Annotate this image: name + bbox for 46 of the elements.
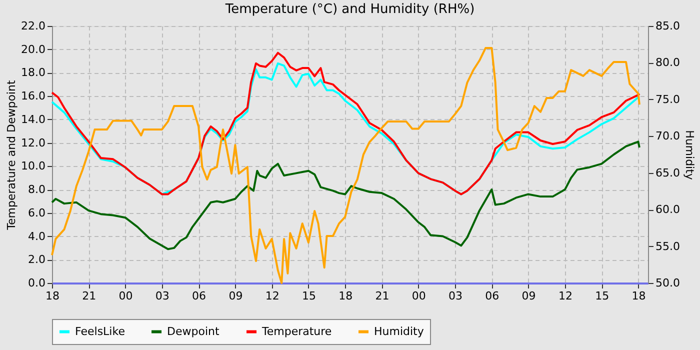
- y-axis-title: Temperature and Dewpoint: [5, 79, 18, 231]
- x-tick-label: 21: [375, 290, 390, 302]
- y2-axis-title: Humidity: [682, 130, 696, 180]
- y2-tick-label: 55.0: [656, 240, 680, 253]
- y-tick-label: 22.0: [21, 20, 46, 32]
- x-tick-label: 06: [485, 290, 500, 302]
- legend-label: Dewpoint: [167, 324, 220, 338]
- x-tick-label: 03: [448, 290, 463, 302]
- y-tick-label: 8.0: [28, 183, 46, 196]
- y-tick-label: 6.0: [28, 206, 46, 220]
- x-tick-label: 15: [302, 290, 316, 302]
- legend-label: Temperature: [261, 324, 332, 338]
- x-tick-label: 18: [632, 290, 646, 302]
- x-tick-label: 09: [522, 290, 536, 302]
- x-tick-label: 03: [155, 290, 170, 302]
- y-tick-label: 18.0: [21, 66, 46, 80]
- y2-tick-label: 75.0: [656, 92, 680, 106]
- x-tick-label: 06: [192, 290, 206, 302]
- x-tick-label: 00: [412, 290, 426, 302]
- x-tick-label: 09: [228, 290, 243, 302]
- y-tick-label: 4.0: [28, 230, 46, 243]
- y2-tick-label: 80.0: [656, 56, 680, 70]
- y2-tick-label: 65.0: [656, 166, 680, 180]
- y2-tick-label: 70.0: [656, 130, 680, 143]
- x-tick-label: 00: [118, 290, 133, 302]
- x-tick-label: 18: [338, 290, 353, 302]
- y-tick-label: 12.0: [21, 136, 46, 150]
- y-tick-label: 0.0: [28, 276, 46, 290]
- y2-tick-label: 85.0: [656, 20, 680, 32]
- x-tick-label: 12: [265, 290, 280, 302]
- y-tick-label: 14.0: [21, 112, 46, 126]
- line-series: [51, 140, 640, 250]
- y-tick-label: 10.0: [21, 160, 46, 173]
- y-tick-label: 20.0: [21, 42, 46, 56]
- line-series: [51, 47, 640, 284]
- legend-label: Humidity: [374, 324, 424, 338]
- y-tick-label: 2.0: [28, 253, 46, 266]
- x-tick-label: 15: [595, 290, 610, 302]
- legend-label: FeelsLike: [75, 324, 126, 338]
- y2-tick-label: 50.0: [656, 276, 680, 290]
- chart-title: Temperature (°C) and Humidity (RH%): [224, 2, 475, 17]
- y-tick-label: 16.0: [21, 90, 46, 103]
- y2-tick-label: 60.0: [656, 203, 680, 216]
- x-tick-label: 18: [46, 290, 60, 302]
- x-tick-label: 12: [558, 290, 572, 302]
- x-tick-label: 21: [82, 290, 96, 302]
